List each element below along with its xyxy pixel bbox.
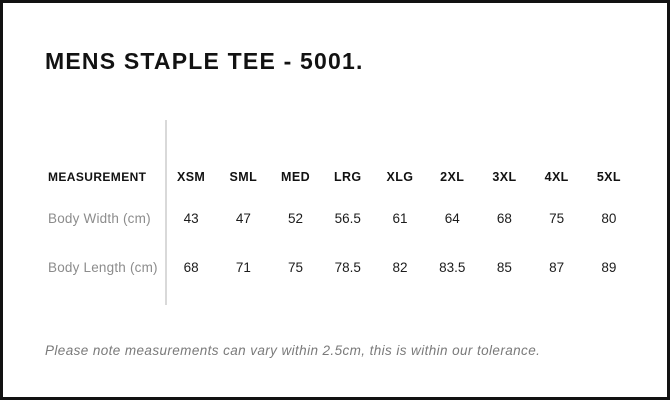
measurement-value: 78.5: [334, 259, 361, 275]
size-column-header: SML: [229, 170, 258, 184]
measurement-value: 71: [235, 259, 251, 275]
size-column-header: XLG: [386, 170, 414, 184]
measurement-row-label: Body Width (cm): [48, 210, 151, 226]
size-table: MEASUREMENT XSM SML MED LRG XLG 2XL 3XL 4XL 5XL Bo…: [45, 120, 635, 305]
tolerance-note: Please note measurements can vary within…: [45, 343, 541, 358]
measurement-value: 64: [444, 210, 460, 226]
measurement-value: 75: [288, 259, 304, 275]
measurement-value: 68: [183, 259, 199, 275]
measurement-value: 61: [392, 210, 408, 226]
size-column-header: 4XL: [544, 170, 569, 184]
size-column-header: 5XL: [596, 170, 621, 184]
measurement-value: 85: [496, 259, 512, 275]
measurement-value: 47: [235, 210, 251, 226]
measurement-value: 89: [601, 259, 617, 275]
measurement-value: 52: [288, 210, 304, 226]
measurement-value: 56.5: [334, 210, 361, 226]
measurement-column-header: MEASUREMENT: [48, 170, 147, 184]
measurement-value: 83.5: [439, 259, 466, 275]
measurement-value: 87: [549, 259, 565, 275]
page-title: MENS STAPLE TEE - 5001.: [45, 48, 364, 74]
size-table-grid: MEASUREMENT XSM SML MED LRG XLG 2XL 3XL 4XL 5XL Bo…: [45, 158, 635, 294]
measurement-value: 68: [496, 210, 512, 226]
column-divider: [165, 120, 167, 305]
measurement-value: 75: [549, 210, 565, 226]
size-column-header: MED: [281, 170, 311, 184]
size-column-header: LRG: [333, 170, 362, 184]
size-column-header: XSM: [176, 170, 206, 184]
measurement-value: 43: [183, 210, 199, 226]
size-column-header: 2XL: [440, 170, 465, 184]
measurement-row-label: Body Length (cm): [48, 259, 158, 275]
measurement-value: 82: [392, 259, 408, 275]
measurement-value: 80: [601, 210, 617, 226]
size-column-header: 3XL: [492, 170, 517, 184]
